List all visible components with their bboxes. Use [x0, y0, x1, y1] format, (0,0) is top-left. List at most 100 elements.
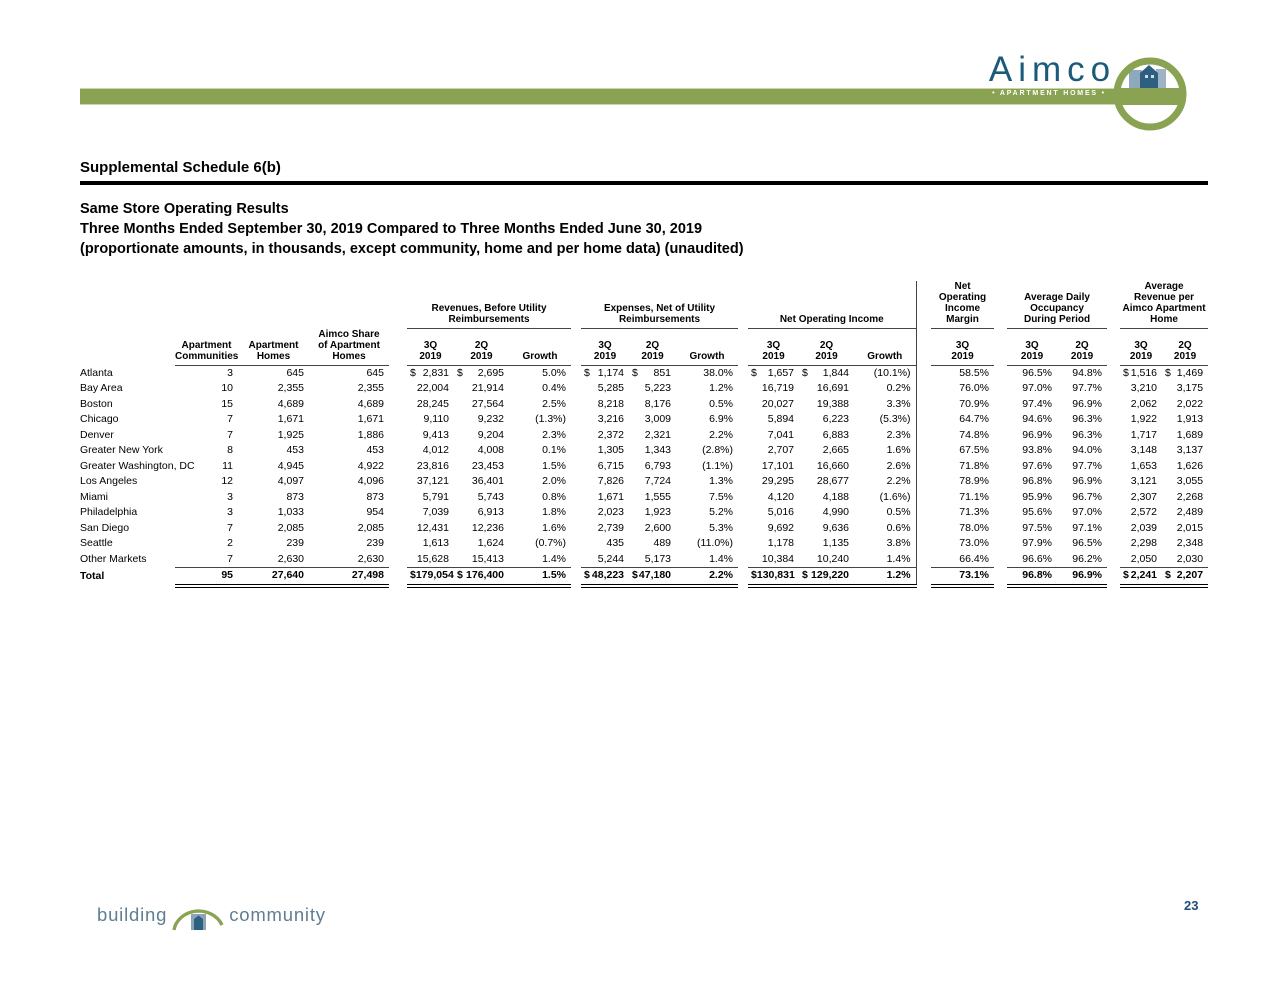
value-cell: 96.5%	[1022, 367, 1053, 379]
report-period: Three Months Ended September 30, 2019 Co…	[80, 221, 703, 237]
value-cell: 94.0%	[1072, 444, 1103, 457]
value-cell: 8,218	[597, 397, 625, 410]
value-cell: 1.3%	[709, 475, 734, 488]
value-cell: 7,039	[422, 506, 449, 519]
value-cell: 2,355	[277, 382, 304, 395]
value-cell: $1,174	[581, 366, 629, 382]
value-cell: 7,041	[767, 428, 795, 441]
value-cell: 0.2%	[886, 382, 911, 395]
column-gap	[1107, 428, 1120, 444]
column-gap	[389, 459, 407, 475]
value-cell: 7,724	[644, 475, 672, 488]
value-cell: 2,572	[1130, 506, 1158, 519]
col-occ-2q: 2Q 2019	[1057, 328, 1108, 366]
value-cell: 2,030	[1176, 552, 1204, 565]
value-cell: 1,689	[1176, 428, 1204, 441]
value-cell: 15,413	[471, 552, 504, 565]
value-cell: 10,384	[761, 552, 795, 565]
value-cell: 5.0%	[542, 367, 567, 379]
value-cell: 1,717	[1130, 428, 1158, 441]
value-cell: $176,400	[454, 567, 509, 588]
value-cell: 239	[366, 537, 384, 550]
table-row: San Diego 7 2,085 2,085 12,431 12,236 1.6% 2,73…	[80, 520, 1208, 537]
value-cell: 2,268	[1176, 490, 1204, 503]
group-avg-revenue: Average Revenue per Aimco Apartment Home	[1120, 281, 1209, 329]
value-cell: 435	[606, 537, 625, 550]
column-divider	[915, 505, 932, 521]
market-cell: Greater Washington, DC	[80, 459, 195, 472]
brand-logo-text: Aimco	[988, 50, 1117, 89]
value-cell: 3,055	[1176, 475, 1204, 488]
value-cell: 74.8%	[959, 428, 990, 441]
column-gap	[738, 329, 748, 366]
value-cell: 97.7%	[1072, 382, 1103, 395]
value-cell: 3,137	[1176, 444, 1204, 457]
value-cell: 96.9%	[1072, 397, 1103, 410]
value-cell: $1,516	[1120, 366, 1162, 382]
table-body: Atlanta 3 645 645 $2,831 $2,695 5.0% $1,174 $851…	[80, 365, 1209, 588]
value-cell: 0.5%	[709, 397, 734, 410]
value-cell: 16,719	[761, 382, 795, 395]
value-cell: 96.6%	[1022, 552, 1053, 565]
column-gap	[994, 366, 1007, 382]
dollar-sign: $	[1123, 367, 1129, 379]
dollar-sign: $	[1123, 569, 1129, 582]
value-cell: 4,945	[277, 459, 304, 472]
column-gap	[738, 552, 748, 568]
dollar-sign: $	[410, 367, 416, 379]
value-cell: 0.8%	[542, 490, 567, 503]
market-cell: Atlanta	[80, 366, 113, 379]
value-cell: 15,628	[416, 552, 449, 565]
value-cell: 97.0%	[1072, 506, 1103, 519]
header-accent-bar	[80, 88, 1183, 105]
value-cell: 2,050	[1130, 552, 1158, 565]
column-gap	[994, 412, 1007, 428]
title-rule	[80, 181, 1208, 185]
column-gap	[738, 443, 748, 459]
value-cell: 28,245	[416, 397, 449, 410]
column-gap	[738, 490, 748, 506]
column-gap	[571, 474, 581, 490]
column-gap	[1107, 443, 1120, 459]
value-cell: 453	[286, 444, 304, 457]
col-margin-3q: 3Q 2019	[931, 328, 995, 366]
value-cell: 5.2%	[709, 506, 734, 519]
value-cell: 7	[227, 428, 233, 441]
value-cell: 9,204	[477, 428, 504, 441]
value-cell: 2,355	[357, 382, 384, 395]
column-gap	[389, 329, 407, 366]
value-cell: 23,816	[416, 459, 449, 472]
column-gap	[994, 381, 1007, 397]
value-cell: 66.4%	[959, 552, 990, 565]
value-cell: 2,298	[1130, 537, 1158, 550]
column-gap	[994, 474, 1007, 490]
value-cell: 95.9%	[1022, 490, 1053, 503]
column-gap	[1107, 474, 1120, 490]
footer-word-community: community	[229, 904, 326, 925]
report-title: Same Store Operating Results	[80, 201, 289, 217]
value-cell: 873	[286, 490, 304, 503]
value-cell: (10.1%)	[873, 367, 911, 379]
value-cell: 73.0%	[959, 537, 990, 550]
dollar-sign: $	[584, 569, 590, 582]
column-gap	[994, 329, 1007, 366]
value-cell: 2,062	[1130, 397, 1158, 410]
value-cell: 6,883	[822, 428, 850, 441]
value-cell: 12	[221, 475, 233, 488]
value-cell: 2,665	[822, 444, 850, 457]
market-cell: Denver	[80, 428, 114, 441]
value-cell: 97.1%	[1072, 521, 1103, 534]
column-gap	[994, 568, 1007, 586]
column-gap	[738, 397, 748, 413]
dollar-sign: $	[457, 569, 463, 582]
column-divider	[915, 328, 932, 366]
value-cell: 0.5%	[886, 506, 911, 519]
value-cell: 0.4%	[542, 382, 567, 395]
column-gap	[389, 443, 407, 459]
value-cell: 3,009	[644, 413, 672, 426]
value-cell: 1,671	[277, 413, 304, 426]
value-cell: 93.8%	[1022, 444, 1053, 457]
value-cell: 23,453	[471, 459, 504, 472]
column-gap	[1107, 568, 1120, 586]
value-cell: 2.3%	[542, 428, 567, 441]
